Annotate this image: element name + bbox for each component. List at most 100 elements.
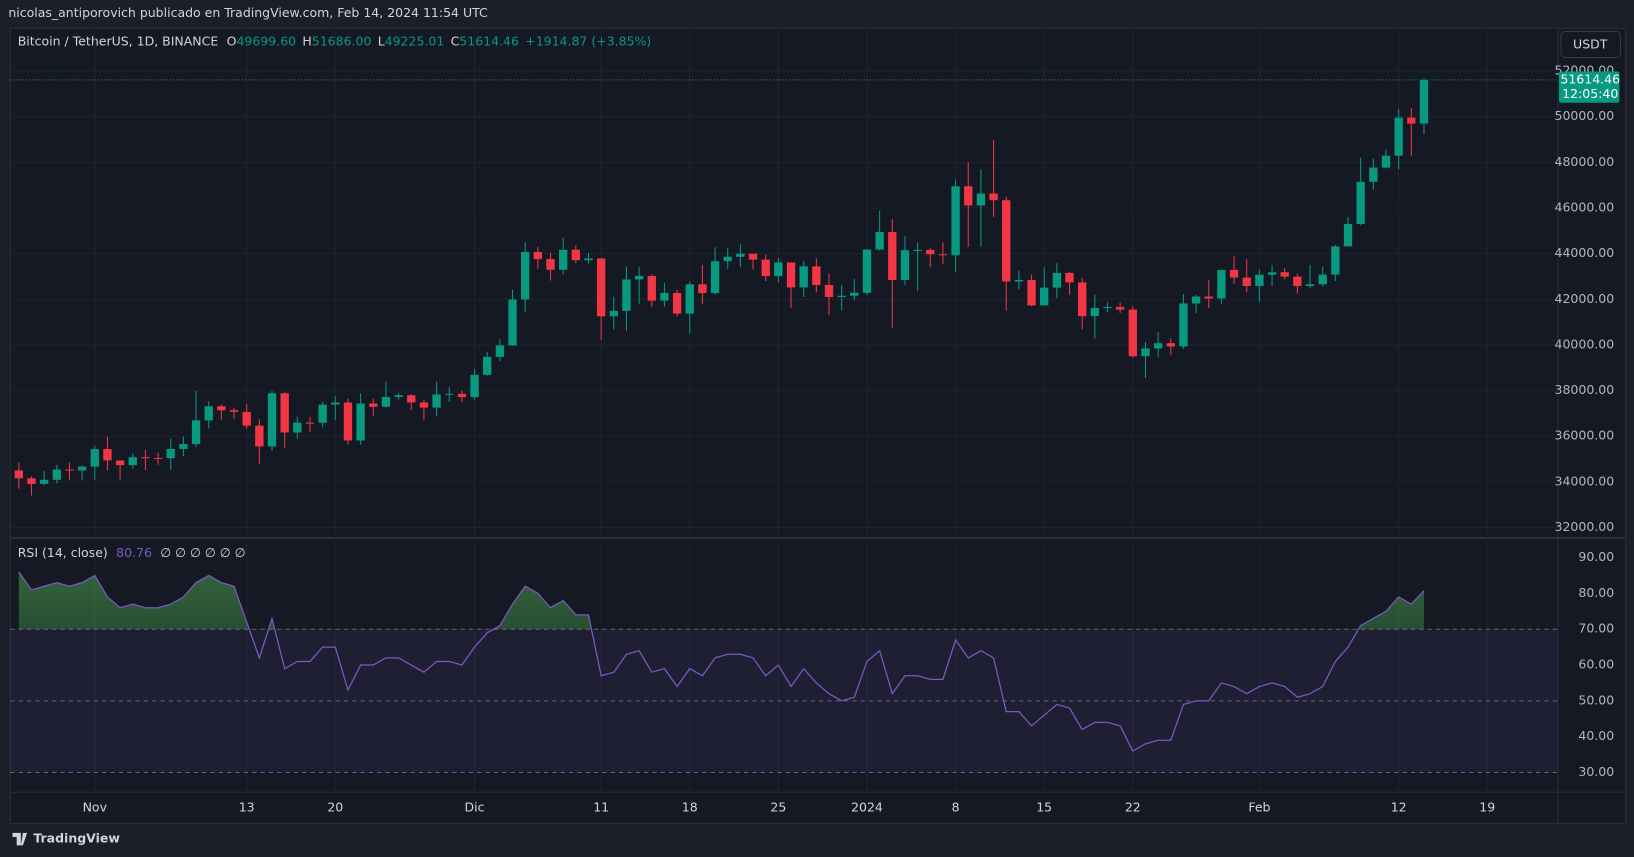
candle-body	[1014, 279, 1024, 282]
overbought-fill	[18, 571, 1424, 630]
candle-body	[39, 479, 49, 484]
candle-body	[103, 449, 112, 461]
y-tick-label: 50000.00	[1555, 108, 1615, 123]
ohlc-value: 51614.46	[459, 33, 519, 48]
candle-body	[115, 460, 125, 466]
candle-body	[381, 396, 391, 407]
candle-body	[1318, 274, 1327, 285]
candle-body	[153, 457, 163, 459]
candle-body	[432, 394, 441, 408]
candle-body	[875, 232, 884, 250]
y-tick-label: 50.00	[1578, 692, 1614, 707]
candle-body	[622, 279, 631, 311]
candle-body	[736, 253, 745, 257]
candle-body	[141, 457, 150, 459]
y-tick-label: 44000.00	[1555, 245, 1615, 260]
y-tick-label: 30.00	[1578, 764, 1614, 779]
candle-body	[343, 402, 353, 441]
candle-body	[1052, 272, 1062, 288]
x-tick-label: Feb	[1248, 799, 1270, 814]
candle-body	[445, 393, 454, 395]
symbol: Bitcoin / TetherUS, 1D, BINANCE	[18, 33, 219, 48]
candle-body	[1217, 269, 1226, 299]
candle-body	[419, 402, 429, 408]
candle-body	[1293, 276, 1302, 286]
candle-body	[1103, 306, 1112, 308]
x-tick-label: 18	[682, 799, 698, 814]
candle-body	[609, 310, 618, 317]
candle-body	[242, 411, 251, 426]
last-price-tag	[1558, 71, 1620, 103]
candle-body	[1242, 277, 1251, 286]
footer-brand: TradingView	[33, 831, 120, 846]
candle-body	[964, 186, 973, 206]
candle-body	[204, 406, 213, 421]
candle-body	[799, 266, 808, 288]
candle-body	[698, 284, 707, 294]
y-tick-label: 46000.00	[1555, 199, 1615, 214]
candle-body	[369, 403, 378, 407]
candle-body	[1331, 246, 1340, 275]
candle-body	[824, 284, 834, 298]
candle-body	[938, 254, 948, 256]
candle-body	[1229, 269, 1239, 278]
candle-body	[280, 393, 289, 433]
candle-body	[584, 258, 593, 261]
x-tick-label: Nov	[83, 799, 108, 814]
y-tick-label: 40.00	[1578, 728, 1614, 743]
rsi-extra: ∅ ∅ ∅ ∅ ∅ ∅	[160, 545, 245, 560]
candle-body	[128, 457, 137, 466]
x-tick-label: 11	[593, 799, 609, 814]
candle-body	[331, 402, 340, 405]
ohlc-key: O	[227, 33, 237, 48]
candle-body	[52, 469, 61, 480]
candle-body	[951, 186, 960, 256]
y-tick-label: 32000.00	[1555, 519, 1615, 534]
x-tick-label: 25	[770, 799, 786, 814]
candle-body	[318, 404, 327, 423]
candle-body	[1407, 117, 1416, 124]
candle-body	[1141, 348, 1150, 357]
candle-body	[1381, 155, 1391, 168]
candle-body	[1305, 284, 1315, 286]
candle-body	[748, 253, 758, 260]
candle-body	[786, 262, 796, 288]
candle-body	[495, 345, 505, 357]
x-tick-label: 8	[952, 799, 960, 814]
candle-body	[508, 299, 517, 346]
candle-body	[356, 403, 365, 441]
y-tick-label: 48000.00	[1555, 154, 1615, 169]
candle-body	[672, 292, 682, 314]
candle-body	[217, 406, 226, 411]
candle-body	[1356, 181, 1365, 224]
y-tick-label: 38000.00	[1555, 382, 1615, 397]
candle-body	[1255, 274, 1264, 286]
currency-button[interactable]	[1560, 30, 1621, 59]
candle-body	[179, 444, 188, 449]
candle-body	[596, 258, 606, 317]
candle-body	[546, 259, 555, 270]
candle-body	[1343, 223, 1353, 247]
chart-area	[9, 27, 1627, 824]
countdown-label: 12:05:40	[1562, 86, 1618, 101]
y-tick-label: 36000.00	[1555, 428, 1615, 443]
x-tick-label: 13	[239, 799, 255, 814]
candle-body	[1419, 79, 1429, 124]
x-tick-label: Dic	[465, 799, 485, 814]
candle-body	[685, 284, 694, 314]
candle-body	[1002, 200, 1011, 282]
candle-body	[255, 425, 264, 447]
candle-body	[837, 295, 846, 298]
rsi-band	[10, 629, 1558, 773]
candle-body	[660, 292, 669, 301]
candle-body	[774, 262, 783, 277]
ohlc-value: 49225.01	[385, 33, 445, 48]
candle-body	[1267, 272, 1277, 275]
candle-body	[483, 356, 492, 375]
publish-header: nicolas_antiporovich publicado en Tradin…	[8, 5, 488, 20]
ohlc-value: 49699.60	[236, 33, 296, 48]
candle-body	[888, 232, 897, 280]
candle-body	[723, 256, 732, 262]
candle-body	[761, 259, 770, 277]
candle-body	[1090, 307, 1100, 317]
